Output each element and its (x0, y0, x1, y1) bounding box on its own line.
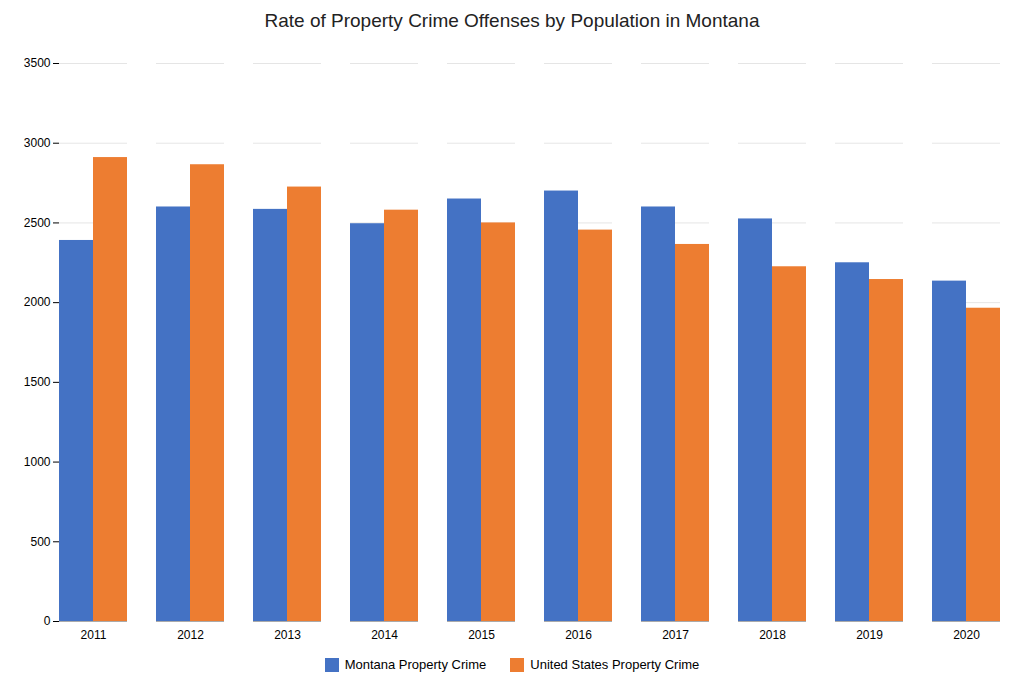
svg-text:2013: 2013 (274, 628, 301, 642)
svg-text:1500: 1500 (24, 375, 51, 389)
svg-text:500: 500 (30, 535, 50, 549)
svg-text:2000: 2000 (24, 295, 51, 309)
svg-text:2500: 2500 (24, 216, 51, 230)
svg-text:2018: 2018 (759, 628, 786, 642)
svg-text:2012: 2012 (177, 628, 204, 642)
html-text:Rate of Property Crime Offense: Rate of Property Crime Offenses by Popul… (264, 10, 760, 31)
svg-text:1000: 1000 (24, 455, 51, 469)
svg-text:0: 0 (44, 614, 51, 628)
svg-text:2020: 2020 (953, 628, 980, 642)
svg-text:2016: 2016 (565, 628, 592, 642)
svg-text:3500: 3500 (24, 56, 51, 70)
html-text:Montana Property Crime: Montana Property Crime (344, 657, 487, 672)
svg-text:2015: 2015 (468, 628, 495, 642)
html-text:United States Property Crime: United States Property Crime (530, 657, 700, 672)
svg-text:2011: 2011 (81, 628, 107, 642)
svg-text:2014: 2014 (371, 628, 398, 642)
svg-text:2019: 2019 (856, 628, 883, 642)
svg-text:2017: 2017 (662, 628, 689, 642)
svg-text:3000: 3000 (24, 136, 51, 150)
